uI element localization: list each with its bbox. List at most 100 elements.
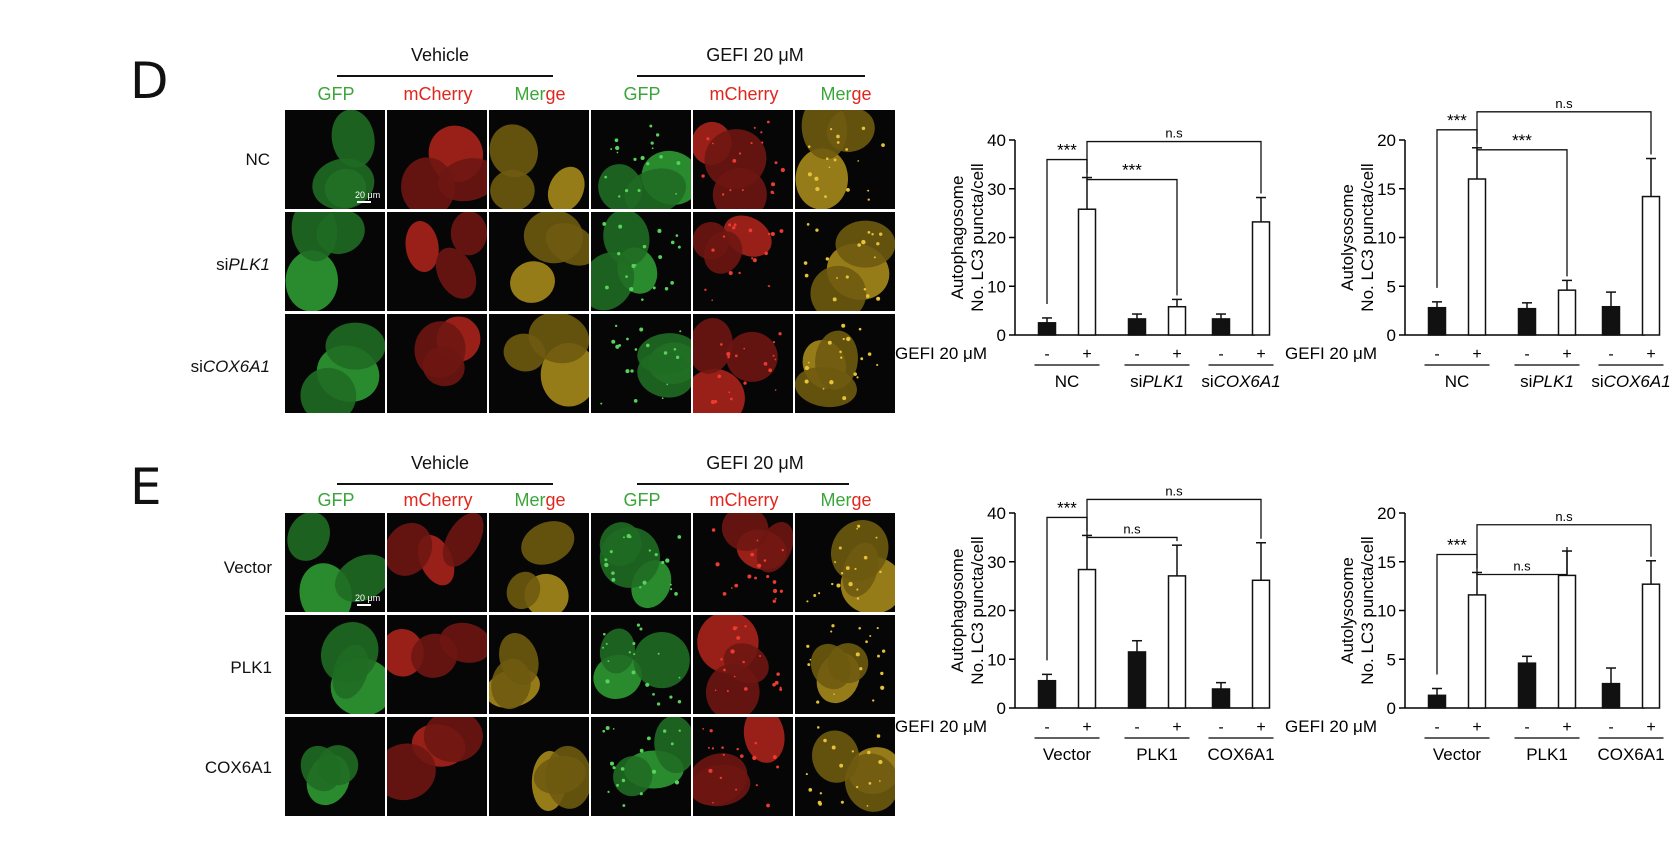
lc3-puncta xyxy=(743,381,747,385)
lc3-puncta xyxy=(657,652,660,655)
lc3-puncta xyxy=(825,157,829,161)
channel-label-merge: Merge xyxy=(820,84,872,104)
lc3-puncta xyxy=(879,780,881,782)
lc3-puncta xyxy=(645,682,650,687)
cell-body xyxy=(285,250,339,311)
lc3-puncta xyxy=(735,788,738,791)
cell-body xyxy=(387,743,436,801)
micrograph-cell xyxy=(387,314,487,413)
lc3-puncta xyxy=(631,670,636,675)
lc3-puncta xyxy=(650,141,654,145)
micrograph-cell xyxy=(489,615,589,714)
lc3-puncta xyxy=(642,580,647,585)
lc3-puncta xyxy=(814,176,819,181)
lc3-puncta xyxy=(772,354,775,357)
lc3-puncta xyxy=(774,680,779,685)
bar xyxy=(1601,305,1621,336)
micrograph-cell xyxy=(795,212,895,311)
significance-bracket xyxy=(1086,173,1178,296)
lc3-puncta xyxy=(867,750,871,755)
channel-label-mcherry: mCherry xyxy=(709,490,779,510)
lc3-puncta xyxy=(772,580,777,584)
lc3-puncta xyxy=(649,124,653,128)
lc3-puncta xyxy=(670,742,674,746)
lc3-puncta xyxy=(806,600,809,603)
lc3-puncta xyxy=(646,162,650,166)
lc3-puncta xyxy=(645,343,650,348)
cell-body xyxy=(490,169,535,209)
lc3-puncta xyxy=(704,288,707,291)
lc3-puncta xyxy=(715,562,720,567)
group-underline xyxy=(637,75,865,77)
lc3-puncta xyxy=(836,134,840,139)
lc3-puncta xyxy=(830,128,833,131)
micrograph-cell xyxy=(795,513,895,612)
micrograph-cell xyxy=(387,717,487,816)
lc3-puncta xyxy=(773,588,778,593)
lc3-puncta xyxy=(853,372,857,376)
lc3-puncta xyxy=(639,327,644,332)
lc3-puncta xyxy=(768,368,773,373)
lc3-puncta xyxy=(845,148,849,151)
row-label: siPLK1 xyxy=(216,255,270,274)
y-axis-label: No. LC3 puncta/cell xyxy=(968,536,987,684)
lc3-puncta xyxy=(677,245,681,249)
lc3-puncta xyxy=(642,244,647,249)
treatment-label: GEFI 20 μM xyxy=(1285,717,1377,736)
micrograph-cell xyxy=(693,717,793,816)
lc3-puncta xyxy=(828,166,831,169)
panel-e: E Vehicle GEFI 20 μM GFP mCherry Merge G… xyxy=(0,408,1674,818)
lc3-puncta xyxy=(856,588,859,591)
y-tick-label: 10 xyxy=(1377,602,1396,621)
lc3-puncta xyxy=(771,182,776,187)
micrograph-cell xyxy=(387,615,487,714)
lc3-puncta xyxy=(620,767,625,771)
bar xyxy=(1427,306,1447,336)
lc3-puncta xyxy=(617,251,621,256)
lc3-puncta xyxy=(717,374,722,379)
group-label: siPLK1 xyxy=(1520,372,1574,391)
lc3-puncta xyxy=(753,126,756,129)
lc3-puncta xyxy=(807,145,811,148)
group-label: COX6A1 xyxy=(1597,745,1664,764)
lc3-puncta xyxy=(805,773,808,776)
scale-bar xyxy=(357,201,371,203)
lc3-puncta xyxy=(701,174,705,178)
lc3-puncta xyxy=(860,357,864,361)
lc3-puncta xyxy=(880,671,884,676)
y-tick-label: 0 xyxy=(1387,699,1396,718)
lc3-puncta xyxy=(610,148,613,151)
y-tick-label: 40 xyxy=(987,131,1006,150)
lc3-puncta xyxy=(831,582,834,586)
lc3-puncta xyxy=(863,555,868,560)
row-label: NC xyxy=(245,150,270,169)
lc3-puncta xyxy=(780,167,786,173)
lc3-puncta xyxy=(858,327,862,331)
lc3-puncta xyxy=(711,248,715,252)
lc3-puncta xyxy=(846,336,851,342)
y-tick-label: 0 xyxy=(1387,326,1396,345)
lc3-puncta xyxy=(854,567,857,571)
cell-body xyxy=(693,221,730,260)
y-axis-label: Autolysosome xyxy=(1338,184,1357,291)
significance-label: *** xyxy=(1122,161,1142,180)
significance-bracket xyxy=(1476,111,1652,155)
treatment-sign: + xyxy=(1562,719,1571,736)
cell-body xyxy=(723,643,769,684)
treatment-sign: + xyxy=(1472,346,1481,363)
lc3-puncta xyxy=(836,141,840,144)
significance-label: *** xyxy=(1057,498,1077,517)
lc3-puncta xyxy=(733,223,737,227)
lc3-puncta xyxy=(625,369,630,374)
treatment-sign: - xyxy=(1134,719,1139,736)
lc3-puncta xyxy=(625,275,628,278)
bar xyxy=(1557,289,1577,336)
lc3-puncta xyxy=(659,155,663,159)
lc3-puncta xyxy=(774,358,777,361)
cell-body xyxy=(693,368,745,413)
lc3-puncta xyxy=(867,198,870,201)
lc3-puncta xyxy=(622,804,626,807)
lc3-puncta xyxy=(675,234,679,237)
cell-body xyxy=(300,367,357,413)
group-label: NC xyxy=(1445,372,1470,391)
